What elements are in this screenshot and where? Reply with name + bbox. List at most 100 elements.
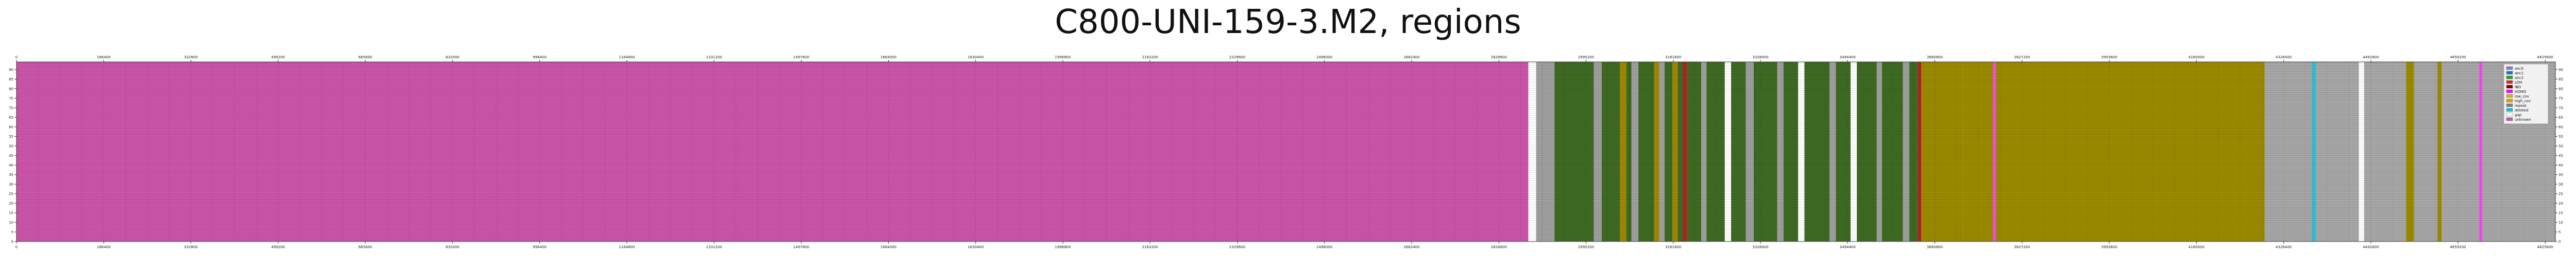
x-tick-label: 2828800 (1491, 245, 1507, 249)
y-tick-label: 20 (9, 201, 13, 205)
y-tick-label: 65 (2558, 116, 2563, 120)
x-tick-label: 499200 (271, 55, 285, 59)
x-tick-label: 1164800 (619, 245, 635, 249)
y-tick-label: 25 (2558, 192, 2563, 196)
region-band (1798, 62, 1805, 241)
x-tick-label: 4160000 (2189, 245, 2205, 249)
region-band (1706, 62, 1725, 241)
x-tick-label: 166400 (97, 55, 111, 59)
x-tick-label: 166400 (97, 245, 111, 249)
y-tick-label: 40 (9, 163, 13, 167)
region-band (2479, 62, 2482, 241)
region-band (2316, 62, 2359, 241)
legend-label: low_cov (2515, 94, 2529, 99)
region-band (1921, 62, 1963, 241)
x-tick-label: 3494400 (1840, 55, 1856, 59)
region-band (1882, 62, 1903, 241)
region-band (1850, 62, 1857, 241)
x-tick-label: 332800 (184, 55, 198, 59)
y-tick-label: 0 (11, 240, 13, 244)
x-tick-label: 1830400 (968, 55, 984, 59)
region-band (1626, 62, 1632, 241)
legend-label: HOMO (2515, 90, 2527, 94)
y-tick-label: 55 (9, 135, 13, 139)
region-band (1745, 62, 1754, 241)
y-tick-label: 90 (2558, 68, 2563, 72)
y-tick-label: 85 (9, 77, 13, 82)
x-tick-label: 2329600 (1229, 55, 1245, 59)
region-band (1903, 62, 1909, 241)
x-tick-label: 3161600 (1665, 55, 1681, 59)
legend-swatch (2506, 71, 2513, 75)
y-tick-label: 70 (9, 106, 13, 110)
legend-swatch (2506, 80, 2513, 84)
region-band (1601, 62, 1620, 241)
region-band (2264, 62, 2312, 241)
region-band (2312, 62, 2316, 241)
legend-swatch (2506, 85, 2513, 89)
legend-label: high_cov (2515, 99, 2531, 103)
region-band (1995, 62, 2265, 241)
x-tick-label: 4659200 (2450, 245, 2466, 249)
region-band (2406, 62, 2414, 241)
region-band (2359, 62, 2364, 241)
x-tick-label: 1996800 (1055, 245, 1071, 249)
legend-swatch (2506, 75, 2513, 79)
x-tick-label: 3660800 (1927, 245, 1943, 249)
y-tick-label: 55 (2558, 135, 2563, 139)
x-tick-label: 1331200 (706, 55, 722, 59)
region-band (1724, 62, 1732, 241)
x-tick-label: 1497600 (793, 245, 809, 249)
region-band (1683, 62, 1687, 241)
region-band (1731, 62, 1746, 241)
x-tick-label: 4825600 (2537, 55, 2553, 59)
region-band (1687, 62, 1702, 241)
y-tick-label: 25 (9, 192, 13, 196)
region-band (1918, 62, 1922, 241)
x-tick-label: 2329600 (1229, 245, 1245, 249)
y-tick-label: 70 (2558, 106, 2563, 110)
region-band (2364, 62, 2406, 241)
x-tick-label: 1830400 (968, 245, 984, 249)
y-tick-label: 75 (9, 96, 13, 101)
x-tick-label: 998400 (533, 245, 547, 249)
x-tick-label: 3328000 (1752, 245, 1768, 249)
y-tick-label: 30 (9, 182, 13, 186)
region-band (1829, 62, 1836, 241)
y-tick-label: 75 (2558, 96, 2563, 101)
x-tick-label: 2163200 (1142, 245, 1158, 249)
legend-swatch (2506, 117, 2513, 121)
y-tick-label: 65 (9, 116, 13, 120)
x-tick-label: 665600 (359, 55, 372, 59)
x-tick-label: 832000 (446, 245, 460, 249)
region-band (1753, 62, 1777, 241)
x-tick-label: 2163200 (1142, 55, 1158, 59)
region-band (1536, 62, 1555, 241)
x-tick-label: 3161600 (1665, 245, 1681, 249)
legend-label: gap (2515, 113, 2522, 117)
region-band (1528, 62, 1536, 241)
legend-swatch (2506, 66, 2513, 70)
y-tick-label: 50 (2558, 144, 2563, 148)
legend-label: anc2 (2515, 76, 2523, 80)
y-tick-label: 85 (2558, 77, 2563, 82)
x-tick-label: 332800 (184, 245, 198, 249)
legend-label: unknown (2515, 118, 2531, 122)
region-band (1554, 62, 1594, 241)
x-tick-label: 1331200 (706, 245, 722, 249)
y-tick-label: 10 (9, 220, 13, 224)
x-tick-label: 4492800 (2363, 245, 2379, 249)
x-tick-label: 2995200 (1578, 55, 1594, 59)
region-band (1677, 62, 1683, 241)
x-tick-label: 2828800 (1491, 55, 1507, 59)
region-band (1963, 62, 1993, 241)
x-tick-label: 3993600 (2101, 245, 2117, 249)
y-tick-label: 0 (2558, 240, 2561, 244)
x-tick-label: 4492800 (2363, 55, 2379, 59)
y-tick-label: 15 (2558, 211, 2563, 215)
x-tick-label: 3660800 (1927, 55, 1943, 59)
y-tick-label: 45 (2558, 154, 2563, 158)
y-tick-label: 60 (2558, 125, 2563, 129)
y-tick-label: 10 (2558, 220, 2563, 224)
